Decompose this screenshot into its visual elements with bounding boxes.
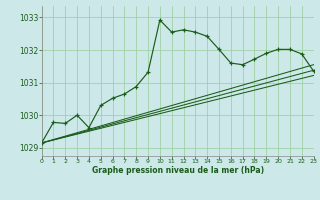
X-axis label: Graphe pression niveau de la mer (hPa): Graphe pression niveau de la mer (hPa) [92, 166, 264, 175]
